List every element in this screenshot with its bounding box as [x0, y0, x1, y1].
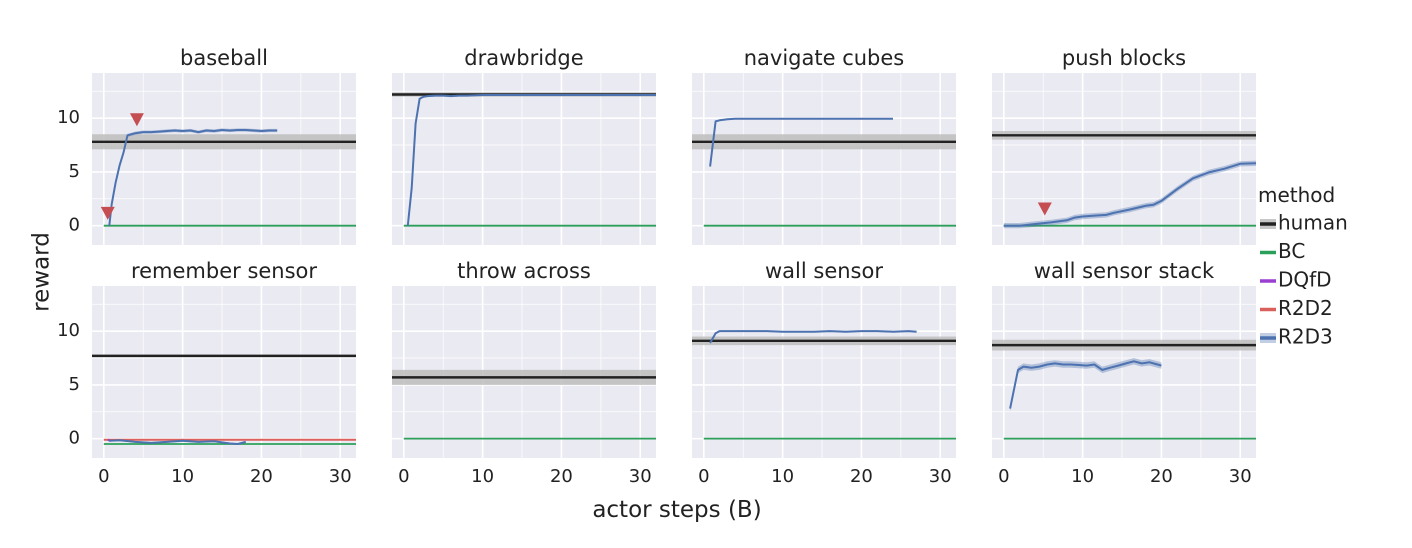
x-tick-label: 10 — [771, 466, 794, 487]
marker-triangle — [100, 206, 115, 220]
panel-push-blocks: push blocks — [992, 46, 1257, 245]
panel-title: baseball — [180, 46, 268, 70]
legend-entry-human: human — [1260, 211, 1348, 235]
panel-background — [392, 73, 656, 245]
legend-entry-r2d2: R2D2 — [1260, 296, 1333, 320]
series-line-r2d3 — [108, 129, 278, 226]
series-line-r2d3 — [1003, 162, 1257, 227]
y-tick-label: 5 — [69, 374, 80, 395]
legend-label: DQfD — [1278, 268, 1332, 292]
y-tick-label: 5 — [69, 161, 80, 182]
panel-wall-sensor-stack: wall sensor stack 0 10 20 30 — [992, 259, 1256, 487]
x-tick-label: 30 — [929, 466, 952, 487]
y-tick-label: 0 — [69, 215, 80, 236]
panel-title: push blocks — [1062, 46, 1186, 70]
y-tick-label: 0 — [69, 428, 80, 449]
panel-title: wall sensor stack — [1034, 259, 1215, 283]
panel-title: remember sensor — [131, 259, 317, 283]
panel-throw-across: throw across 0 10 20 30 — [392, 259, 656, 487]
panel-title: throw across — [457, 259, 591, 283]
legend-label: R2D2 — [1278, 296, 1333, 320]
series-line-r2d3 — [1009, 360, 1162, 409]
panel-background — [92, 286, 356, 458]
x-tick-label: 20 — [550, 466, 573, 487]
legend-entry-bc: BC — [1260, 239, 1305, 263]
x-tick-label: 0 — [98, 466, 109, 487]
legend-label: BC — [1278, 239, 1305, 263]
marker-triangle — [1037, 202, 1052, 216]
panel-background — [692, 286, 956, 458]
x-tick-label: 20 — [850, 466, 873, 487]
x-tick-label: 0 — [698, 466, 709, 487]
panel-title: navigate cubes — [744, 46, 905, 70]
panel-background — [92, 73, 356, 245]
marker-triangle — [129, 113, 144, 127]
x-tick-label: 30 — [1229, 466, 1252, 487]
y-tick-label: 10 — [57, 107, 80, 128]
panel-background — [992, 73, 1256, 245]
legend-entry-dqfd: DQfD — [1260, 268, 1332, 292]
x-tick-label: 10 — [171, 466, 194, 487]
panel-drawbridge: drawbridge — [392, 46, 656, 245]
x-tick-label: 0 — [998, 466, 1009, 487]
legend-entry-r2d3: R2D3 — [1260, 325, 1333, 349]
panel-navigate-cubes: navigate cubes — [692, 46, 956, 245]
series-line-r2d3 — [709, 330, 917, 344]
legend-label: human — [1278, 211, 1348, 235]
y-tick-label: 10 — [57, 320, 80, 341]
panel-remember-sensor: remember sensor 0 5 10 0 10 20 30 — [57, 259, 356, 487]
x-tick-label: 30 — [629, 466, 652, 487]
panel-background — [992, 286, 1256, 458]
x-tick-label: 20 — [250, 466, 273, 487]
legend: method human BC DQfD R2D2 R2D3 — [1258, 183, 1348, 349]
panel-title: wall sensor — [765, 259, 883, 283]
series-line-r2d3 — [709, 117, 893, 167]
legend-title: method — [1258, 183, 1335, 207]
y-axis-label: reward — [29, 232, 55, 312]
x-tick-label: 10 — [471, 466, 494, 487]
gridlines — [92, 286, 356, 458]
panel-baseball: baseball 0 5 10 — [57, 46, 356, 245]
x-tick-label: 0 — [398, 466, 409, 487]
panel-title: drawbridge — [464, 46, 583, 70]
panel-wall-sensor: wall sensor 0 10 20 30 — [692, 259, 956, 487]
panel-background — [692, 73, 956, 245]
series-line-r2d3 — [406, 94, 656, 226]
x-axis-label: actor steps (B) — [592, 497, 761, 523]
x-tick-label: 30 — [329, 466, 352, 487]
x-tick-label: 10 — [1071, 466, 1094, 487]
legend-label: R2D3 — [1278, 325, 1333, 349]
series-line-r2d3 — [109, 439, 246, 445]
gridlines — [392, 73, 656, 245]
x-tick-label: 20 — [1150, 466, 1173, 487]
